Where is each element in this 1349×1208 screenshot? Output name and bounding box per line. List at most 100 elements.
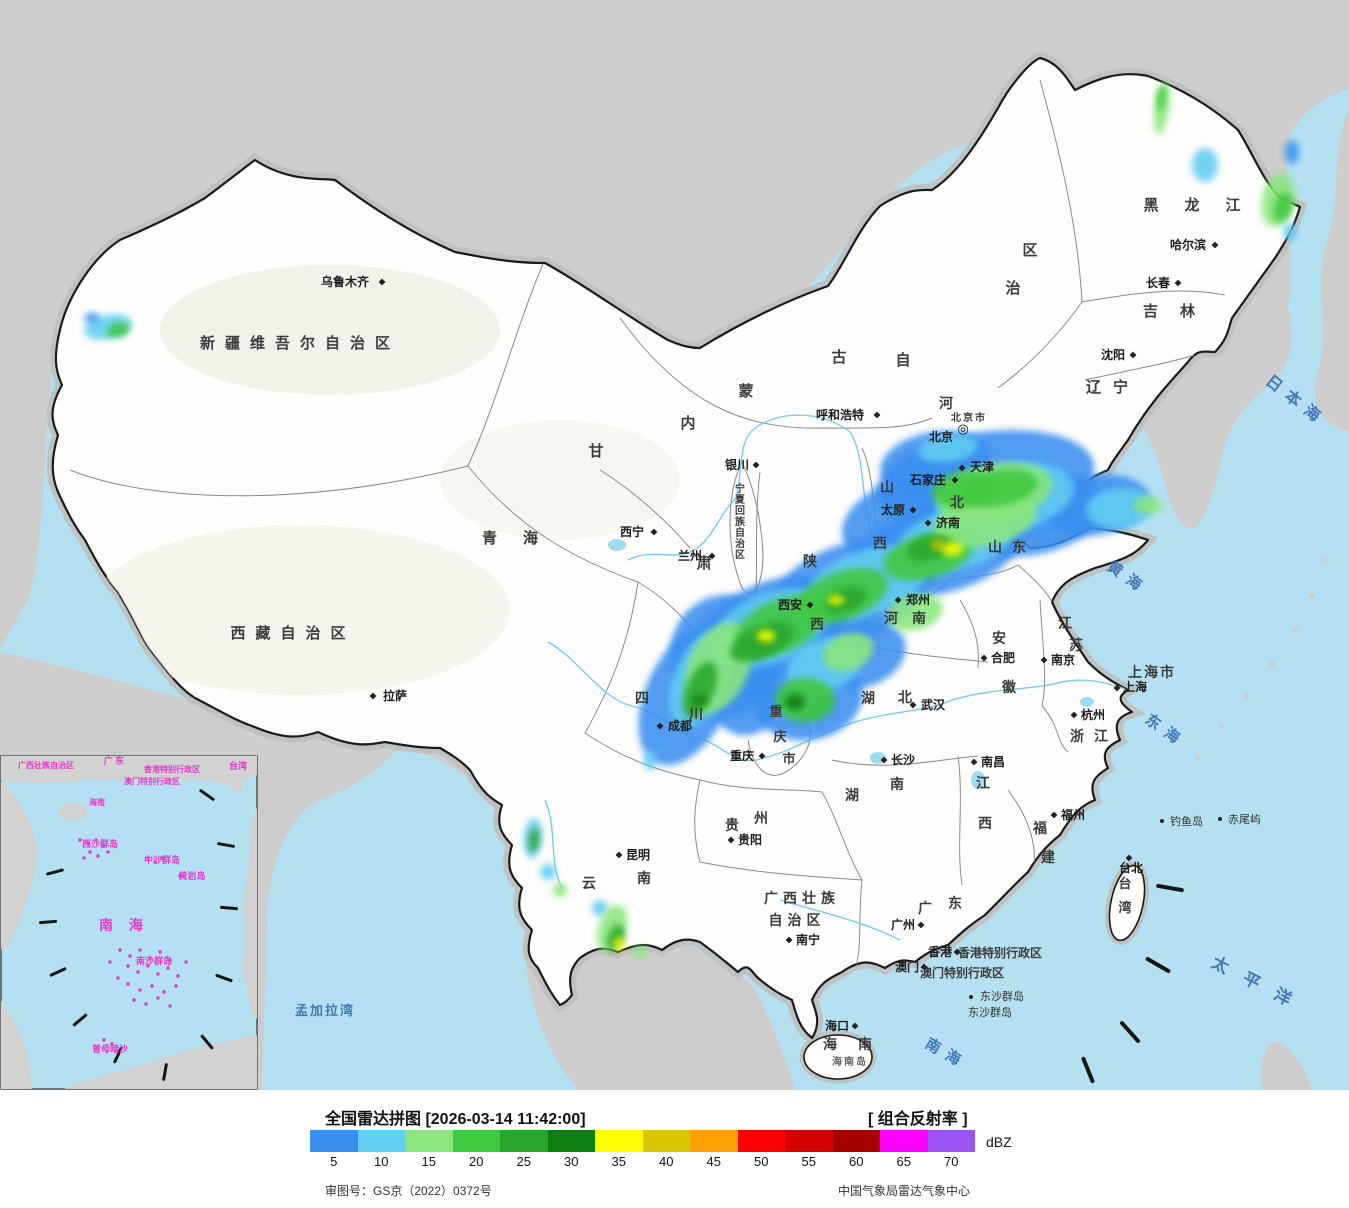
legend-color-70	[927, 1130, 975, 1152]
province-label: 辽宁	[1086, 378, 1140, 396]
city-labels: 乌鲁木齐拉萨西宁兰州银川呼和浩特◎北京天津石家庄太原济南郑州西安成都重庆武汉长沙…	[321, 237, 1219, 1033]
inset-island-dot	[96, 854, 100, 858]
legend-color-65	[880, 1130, 928, 1152]
island-dot	[1160, 819, 1164, 823]
city-marker-icon	[1129, 351, 1137, 359]
radar-echo-dbz-15	[632, 946, 648, 958]
city-marker-icon	[1125, 854, 1133, 862]
radar-echo-dbz-30	[693, 695, 707, 705]
city-label: 台北	[1119, 860, 1143, 875]
taiwan-island	[1108, 864, 1146, 942]
province-label: 贵	[725, 817, 741, 833]
legend-color-25	[500, 1130, 548, 1152]
island-label: 钓鱼岛	[1170, 814, 1203, 828]
inset-label: 海南	[89, 797, 105, 807]
city-label: 乌鲁木齐	[321, 274, 370, 289]
city-marker-icon	[1040, 656, 1048, 664]
inset-island-dot	[156, 972, 160, 976]
radar-echo-dbz-10	[644, 750, 656, 770]
city-marker-icon	[924, 519, 932, 527]
city-label: 南昌	[981, 754, 1005, 769]
province-label: 庆	[772, 729, 788, 744]
city-label: 武汉	[921, 697, 946, 712]
inset-island-dot	[78, 838, 82, 842]
province-label: 自治区	[769, 912, 826, 928]
radar-echo-dbz-10	[918, 433, 978, 463]
inset-label: 西沙群岛	[82, 838, 118, 849]
province-label: 青海	[482, 529, 564, 547]
city-label: 广州	[891, 917, 915, 932]
province-boundary	[1039, 79, 1083, 303]
province-label: 上海市	[1128, 664, 1176, 680]
legend-color-15	[405, 1130, 453, 1152]
inset-label: 澳门特别行政区	[124, 776, 180, 786]
city-label: 贵阳	[738, 832, 762, 847]
radar-echo-dbz-25	[682, 661, 718, 719]
city-marker-icon	[1113, 684, 1121, 692]
legend-value-65: 65	[896, 1154, 911, 1169]
city-label: 济南	[936, 515, 960, 530]
city-label: 哈尔滨	[1170, 237, 1206, 252]
city-marker-icon	[970, 758, 978, 766]
province-boundary	[699, 779, 823, 793]
boundary-dashes	[1081, 883, 1184, 1084]
inset-island-dot	[162, 990, 166, 994]
city-marker-icon	[920, 963, 928, 971]
province-label: 蒙	[738, 382, 755, 400]
legend-color-30	[547, 1130, 595, 1152]
city-marker-icon	[752, 461, 760, 469]
legend-colorbar	[310, 1130, 975, 1152]
province-label: 浙	[1070, 728, 1086, 744]
radar-echo-layer	[84, 82, 1299, 958]
luzon-land	[1261, 1041, 1312, 1090]
product-type-label: [ 组合反射率 ]	[868, 1111, 968, 1128]
province-label: 西	[810, 616, 826, 632]
city-marker-icon	[806, 601, 814, 609]
inset-label: 曾母暗沙	[92, 1043, 128, 1054]
island-label: 东沙群岛	[968, 1005, 1012, 1019]
inset-island-dot	[178, 874, 182, 878]
terrain-tint	[90, 265, 680, 695]
boundary-dash	[1119, 1021, 1141, 1043]
inset-label: 广西壮族自治区	[18, 760, 74, 770]
legend-color-50	[737, 1130, 785, 1152]
city-label: 天津	[970, 459, 994, 474]
city-marker-icon	[785, 936, 793, 944]
inset-boundary-dash	[215, 973, 233, 983]
inset-island-dot	[168, 1004, 172, 1008]
radar-echo-dbz-5	[84, 313, 100, 323]
city-label: 合肥	[991, 650, 1015, 665]
city-label: 沈阳	[1101, 347, 1125, 362]
province-label: 自	[895, 351, 912, 369]
radar-echo-dbz-35	[614, 937, 624, 951]
inset-island-dot	[108, 960, 112, 964]
province-boundary	[69, 465, 469, 497]
province-label: 江	[976, 775, 992, 791]
province-label: 苏	[1069, 637, 1085, 653]
radar-echo-dbz-15	[887, 593, 943, 631]
province-label: 西	[873, 535, 889, 551]
province-label: 云	[582, 875, 598, 891]
province-label: 海南岛	[832, 1055, 868, 1068]
inset-island-dot	[146, 856, 150, 860]
province-label: 湖	[845, 787, 861, 803]
province-label: 江	[1058, 615, 1074, 631]
province-label: 肃	[696, 554, 713, 572]
province-label: 河	[939, 395, 955, 411]
city-marker-icon	[917, 921, 925, 929]
inset-island-dots	[78, 838, 188, 1046]
city-label: 石家庄	[909, 472, 946, 487]
province-label: 南	[858, 1036, 874, 1052]
island-label: 赤尾屿	[1228, 813, 1261, 826]
city-marker-icon	[656, 722, 664, 730]
inset-island-dot	[88, 850, 92, 854]
legend-value-40: 40	[659, 1154, 674, 1169]
legend-color-20	[452, 1130, 500, 1152]
city-label: 南宁	[796, 932, 820, 947]
province-boundary	[957, 755, 963, 886]
city-label: 上海	[1123, 679, 1147, 694]
city-marker-icon	[615, 851, 623, 859]
